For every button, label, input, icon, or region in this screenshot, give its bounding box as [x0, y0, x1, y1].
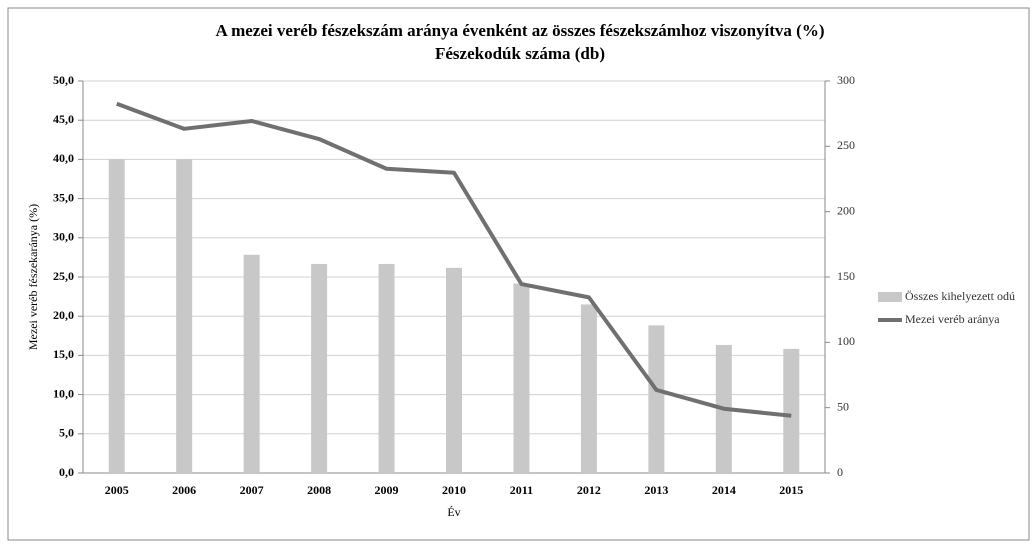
y2-tick-label: 250: [837, 138, 855, 152]
bar: [446, 267, 462, 473]
y-tick-label: 30,0: [53, 230, 74, 244]
x-tick-label: 2007: [240, 483, 264, 497]
x-tick-label: 2013: [644, 483, 668, 497]
line: [116, 101, 792, 418]
chart-title: A mezei veréb fészekszám aránya évenként…: [215, 21, 824, 40]
x-tick-label: 2005: [105, 483, 129, 497]
bar: [513, 283, 530, 473]
bar: [176, 159, 193, 473]
legend-label: Összes kihelyezett odú: [905, 289, 1015, 303]
y-tick-label: 10,0: [53, 386, 74, 400]
bar: [783, 348, 800, 473]
bar: [648, 325, 665, 473]
x-tick-label: 2010: [442, 483, 466, 497]
y2-tick-label: 50: [837, 399, 849, 413]
y2-tick-label: 300: [837, 73, 855, 87]
y2-tick-label: 100: [837, 334, 855, 348]
x-tick-label: 2014: [712, 483, 736, 497]
y2-tick-label: 200: [837, 203, 855, 217]
y-tick-label: 50,0: [53, 73, 74, 87]
x-tick-label: 2009: [375, 483, 399, 497]
x-axis-label: Év: [447, 505, 460, 519]
bar: [378, 263, 395, 473]
y-tick-label: 5,0: [59, 426, 74, 440]
y-axis-label: Mezei veréb fészekaránya (%): [26, 204, 40, 350]
x-tick-label: 2008: [307, 483, 331, 497]
bar: [243, 254, 260, 473]
x-tick-label: 2015: [779, 483, 803, 497]
y-tick-label: 25,0: [53, 269, 74, 283]
x-tick-label: 2011: [510, 483, 533, 497]
x-tick-label: 2006: [172, 483, 196, 497]
y-tick-label: 35,0: [53, 190, 74, 204]
y-tick-label: 45,0: [53, 112, 74, 126]
y-tick-label: 15,0: [53, 347, 74, 361]
bar: [108, 159, 125, 473]
legend-swatch: [878, 292, 902, 302]
y-tick-label: 20,0: [53, 308, 74, 322]
y2-tick-label: 0: [837, 465, 843, 479]
x-tick-label: 2012: [577, 483, 601, 497]
y-tick-label: 40,0: [53, 151, 74, 165]
legend-label: Mezei veréb aránya: [905, 312, 1000, 326]
chart-subtitle: Fészekodúk száma (db): [435, 44, 605, 63]
y2-tick-label: 150: [837, 269, 855, 283]
y-tick-label: 0,0: [59, 465, 74, 479]
bar: [311, 263, 328, 473]
bar: [580, 304, 597, 473]
